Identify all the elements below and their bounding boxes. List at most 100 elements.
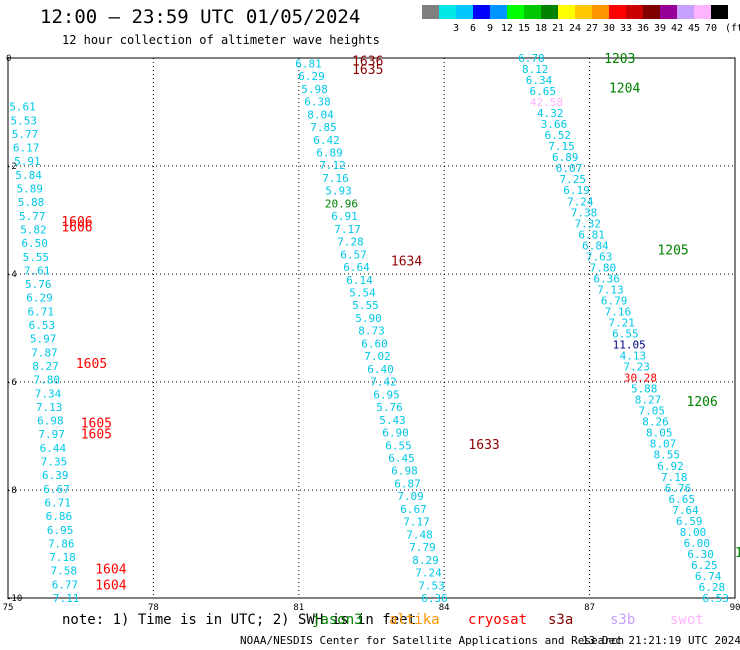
wave-height-label: 5.90	[355, 312, 382, 325]
x-tick-label: 75	[3, 603, 14, 610]
y-tick-label: -2	[6, 162, 17, 172]
scale-swatch	[711, 5, 728, 19]
wave-height-label: 7.53	[418, 579, 445, 592]
wave-height-label: 6.89	[316, 147, 343, 160]
wave-height-label: 4.13	[620, 350, 647, 363]
scale-label: 15	[517, 23, 531, 34]
wave-height-label: 6.53	[29, 319, 56, 332]
wave-height-label: 5.97	[30, 333, 57, 346]
wave-height-label: 6.40	[367, 363, 394, 376]
wave-height-label: 7.12	[319, 159, 346, 172]
wave-height-label: 5.61	[9, 101, 36, 114]
wave-height-label: 7.34	[35, 387, 62, 400]
wave-height-label: 6.95	[373, 388, 400, 401]
wave-height-label: 20.96	[325, 197, 358, 210]
wave-height-label: 6.50	[21, 237, 48, 250]
wave-height-label: 8.55	[654, 449, 681, 462]
wave-height-label: 6.87	[394, 477, 421, 490]
wave-height-label: 7.02	[364, 350, 391, 363]
pass-time-label: 1606	[61, 215, 92, 230]
generation-timestamp: 13 Dec 21:21:19 UTC 2024	[582, 634, 740, 647]
pass-time-label: 1634	[391, 255, 422, 270]
wave-height-label: 7.25	[560, 173, 587, 186]
scale-label: 36	[636, 23, 650, 34]
wave-height-label: 7.85	[310, 121, 337, 134]
scale-label: 9	[486, 23, 494, 34]
scale-swatch	[541, 5, 558, 19]
pass-time-label: 1203	[604, 52, 635, 67]
wave-height-label: 6.19	[563, 184, 590, 197]
scale-swatch	[473, 5, 490, 19]
x-tick-label: 78	[148, 603, 159, 610]
wave-height-label: 7.24	[567, 195, 594, 208]
wave-height-label: 3.66	[541, 118, 568, 131]
wave-height-label: 6.81	[295, 57, 322, 70]
scale-swatch	[643, 5, 660, 19]
wave-height-label: 7.86	[48, 537, 75, 550]
wave-height-label: 7.15	[548, 140, 575, 153]
pass-time-label: 1205	[657, 244, 688, 259]
wave-height-label: 6.25	[691, 559, 718, 572]
wave-height-label: 8.27	[635, 394, 662, 407]
wave-height-label: 6.00	[684, 537, 711, 550]
wave-height-label: 5.54	[349, 287, 376, 300]
wave-height-label: 8.00	[680, 526, 707, 539]
wave-height-label: 7.87	[31, 346, 58, 359]
wave-height-label: 7.17	[334, 223, 361, 236]
pass-time-label: 1206	[687, 395, 718, 410]
wave-height-label: 6.86	[46, 510, 73, 523]
wave-height-label: 7.58	[50, 565, 77, 578]
scale-swatch	[626, 5, 643, 19]
scale-swatch	[558, 5, 575, 19]
wave-height-label: 6.67	[43, 483, 70, 496]
wave-height-label: 6.17	[13, 142, 40, 155]
pass-time-label: 1204	[609, 82, 640, 97]
wave-height-label: 7.05	[638, 405, 665, 418]
scale-swatch	[694, 5, 711, 19]
wave-height-label: 7.17	[403, 516, 430, 529]
pass-time-label: 1	[735, 546, 740, 561]
y-tick-label: -4	[6, 270, 17, 280]
scale-label: 39	[653, 23, 667, 34]
wave-height-label: 5.91	[14, 155, 41, 168]
wave-height-label: 8.73	[358, 325, 385, 338]
wave-height-label: 6.90	[382, 427, 409, 440]
scale-label: 30	[602, 23, 616, 34]
wave-height-label: 8.29	[412, 554, 439, 567]
pass-time-label: 1635	[352, 63, 383, 78]
mission-label-s3a: s3a	[548, 612, 574, 628]
wave-height-label: 6.38	[304, 96, 331, 109]
wave-height-label: 6.59	[676, 515, 703, 528]
wave-height-label: 6.79	[601, 294, 628, 307]
wave-height-label: 6.76	[665, 482, 692, 495]
wave-height-label: 5.89	[17, 183, 44, 196]
wave-height-label: 6.64	[343, 261, 370, 274]
chart-title: 12:00 — 23:59 UTC 01/05/2024	[40, 6, 361, 28]
wave-height-label: 6.53	[702, 592, 729, 605]
scale-label: 3	[452, 23, 460, 34]
credit-line: NOAA/NESDIS Center for Satellite Applica…	[240, 634, 625, 647]
scale-swatch	[524, 5, 541, 19]
y-tick-label: -6	[6, 378, 17, 388]
wave-height-label: 5.77	[12, 128, 39, 141]
scale-label: 6	[469, 23, 477, 34]
scale-label: 18	[534, 23, 548, 34]
wave-height-label: 8.07	[650, 438, 677, 451]
wave-height-label: 42.58	[530, 96, 563, 109]
pass-time-label: 1605	[81, 417, 112, 432]
wave-height-label: 8.27	[32, 360, 59, 373]
footnote: note: 1) Time is in UTC; 2) SWH is in fe…	[62, 612, 417, 628]
wave-height-label: 6.98	[37, 415, 64, 428]
wave-height-label: 5.76	[25, 278, 52, 291]
scale-label: 42	[670, 23, 684, 34]
y-tick-label: -8	[6, 486, 17, 496]
wave-height-label: 6.29	[26, 292, 53, 305]
wave-height-label: 7.63	[586, 250, 613, 263]
wave-height-label: 5.76	[376, 401, 403, 414]
mission-label-swot: swot	[670, 612, 704, 628]
wave-height-label: 5.93	[325, 185, 352, 198]
y-tick-label: 0	[6, 54, 11, 64]
x-tick-label: 90	[730, 603, 740, 610]
pass-time-label: 1636	[352, 55, 383, 70]
chart-subtitle: 12 hour collection of altimeter wave hei…	[62, 33, 380, 47]
